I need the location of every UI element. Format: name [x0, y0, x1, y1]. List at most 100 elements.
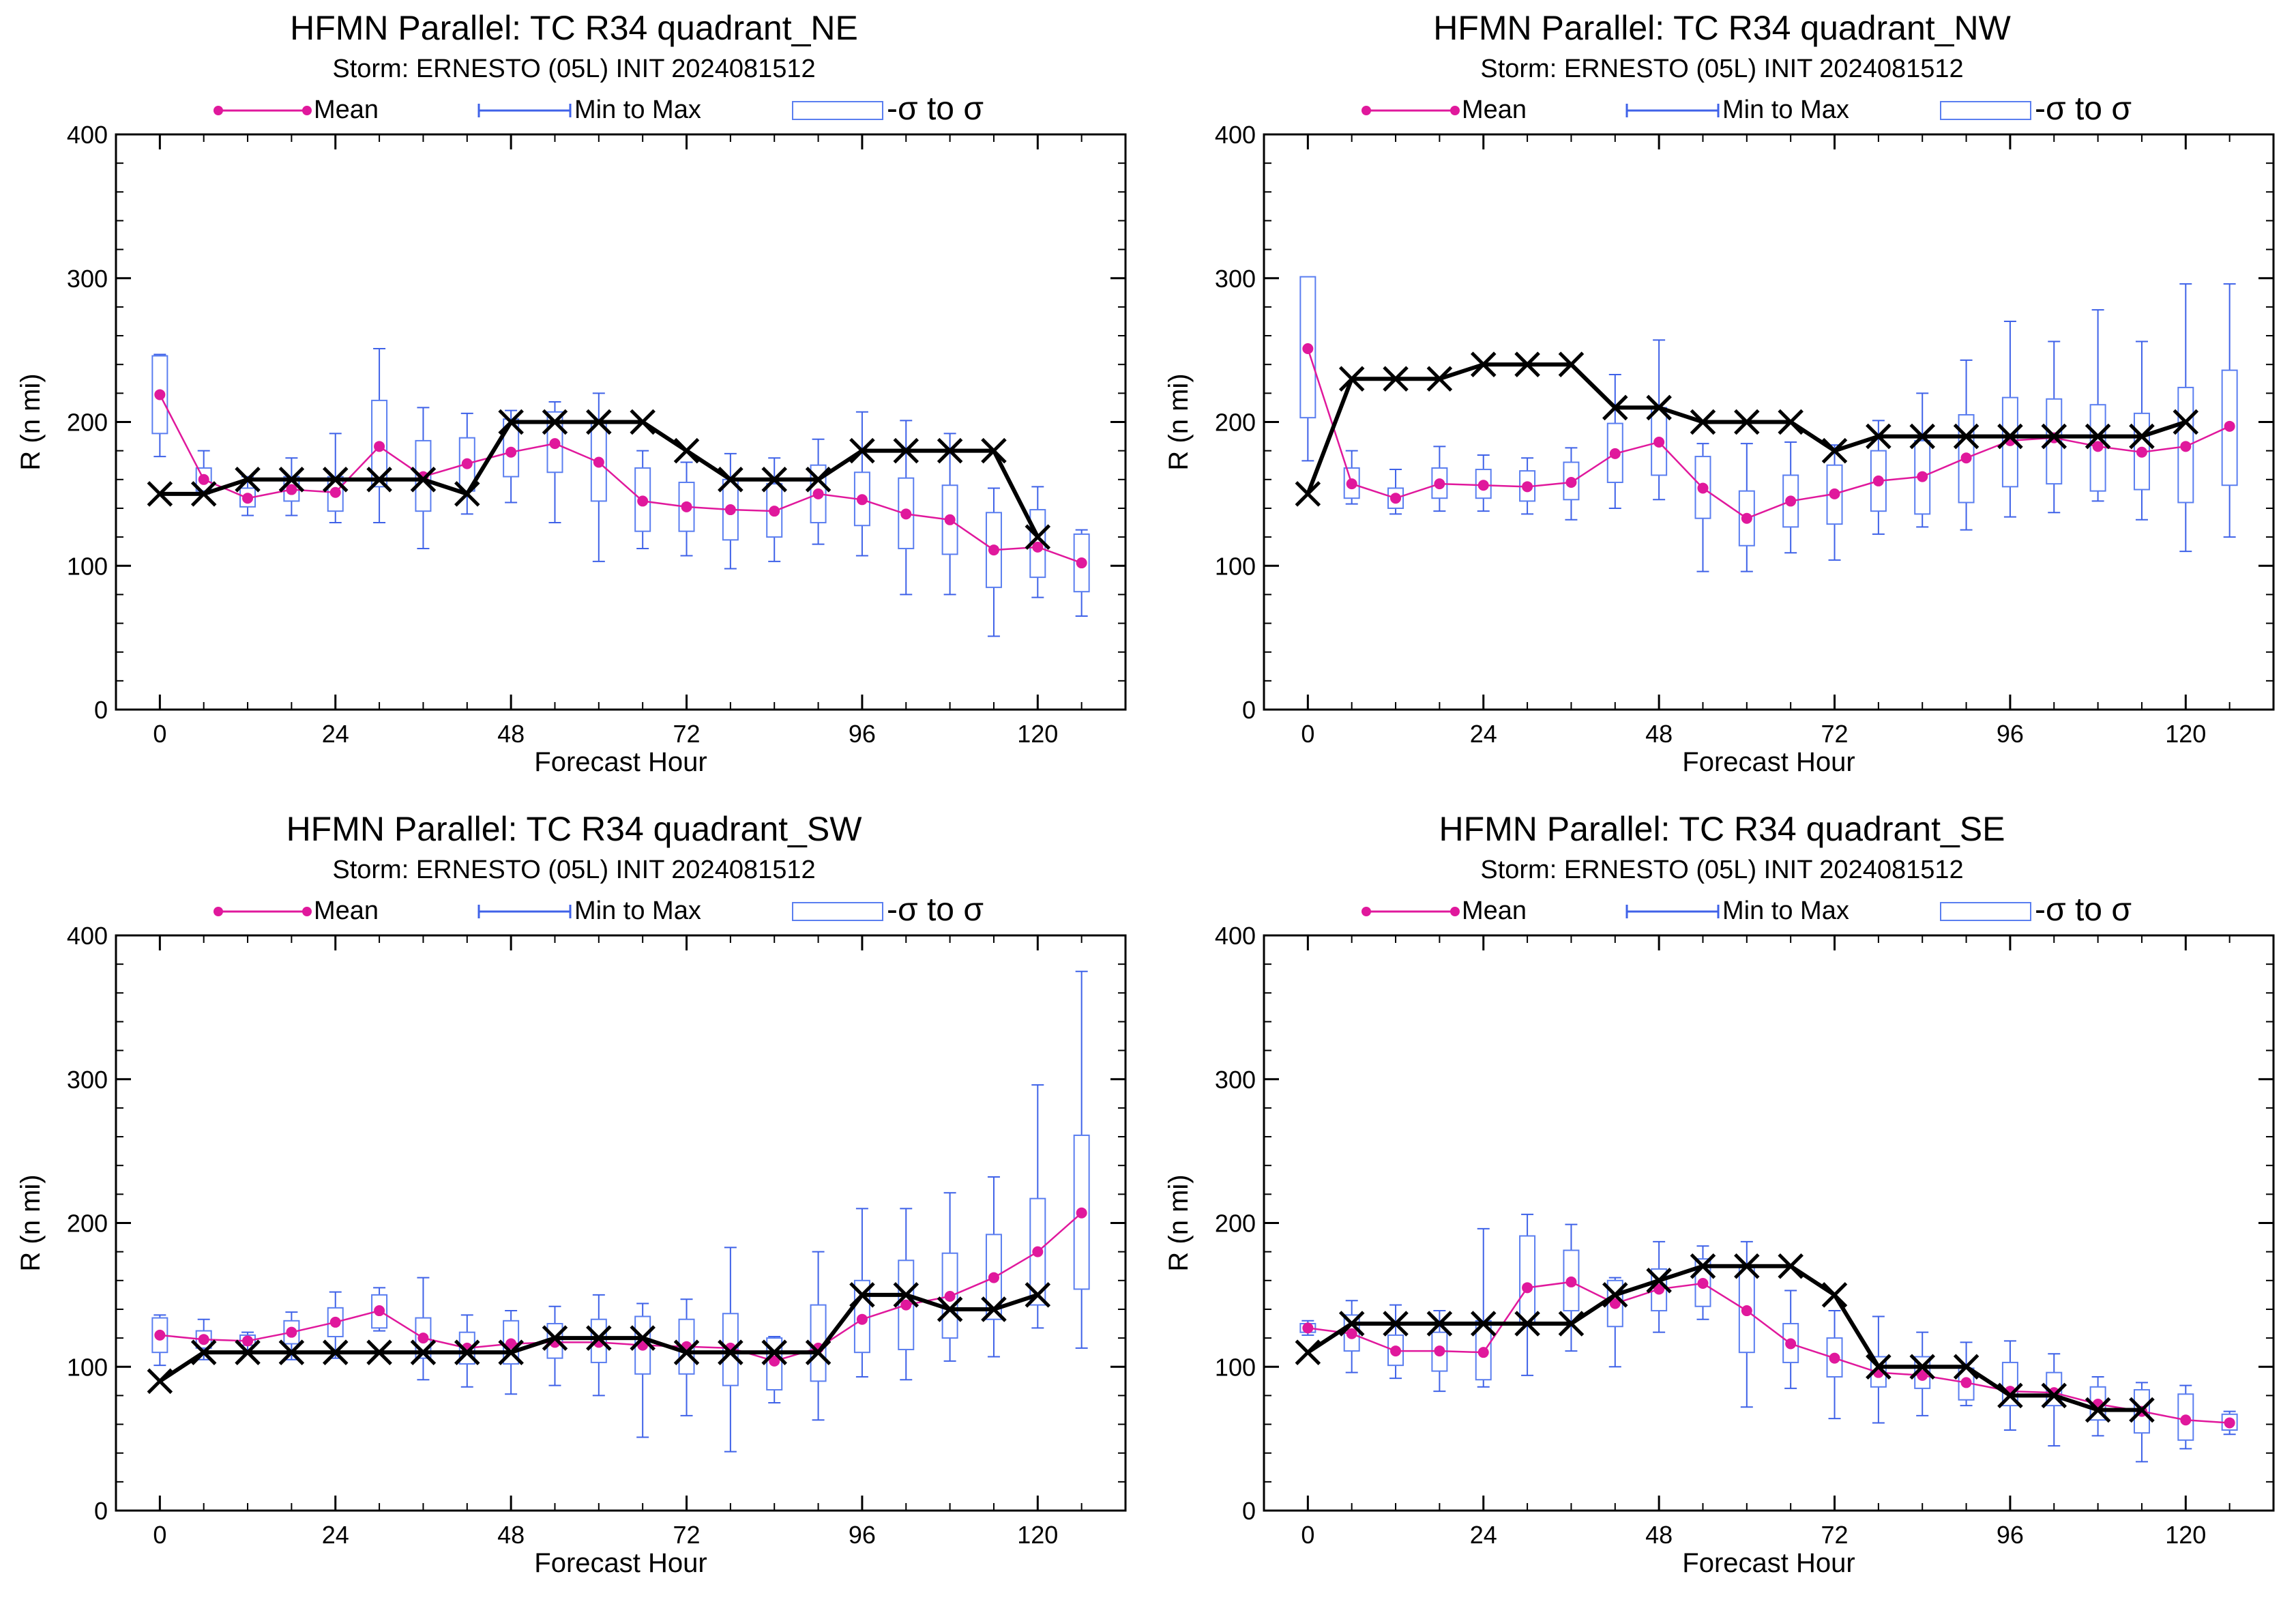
best-track-marker-stroke: [1338, 1311, 1365, 1337]
best-track-marker: [278, 467, 305, 493]
best-track-marker-stroke: [2085, 1397, 2111, 1423]
mean-point: [1653, 1283, 1665, 1295]
mean-point: [1653, 437, 1665, 448]
legend-sigma-label: -σ to σ: [887, 91, 984, 127]
best-track-marker-stroke: [1025, 1282, 1051, 1308]
best-track-marker: [410, 1339, 437, 1365]
x-axis-label: Forecast Hour: [1682, 1548, 1855, 1578]
best-track-marker: [498, 1339, 524, 1365]
y-tick-label: 200: [1215, 409, 1256, 437]
x-tick-label: 72: [673, 720, 700, 748]
best-track-marker: [630, 1325, 656, 1351]
best-track-marker-stroke: [1866, 423, 1892, 450]
best-track-marker: [761, 467, 787, 493]
best-track-marker-stroke: [235, 467, 261, 493]
best-track-marker-stroke: [542, 409, 568, 435]
x-tick-label: 72: [1821, 1521, 1848, 1549]
chart-legend: Mean Min to Max -σ to σ: [0, 891, 1148, 932]
best-track-marker: [2173, 409, 2199, 435]
best-track-marker: [1558, 1311, 1585, 1337]
best-track-marker: [2129, 1397, 2155, 1423]
x-tick-label: 24: [1470, 1521, 1497, 1549]
legend-minmax-symbol: [477, 104, 572, 117]
best-track-marker: [893, 1282, 919, 1308]
mean-point: [856, 1313, 868, 1325]
x-axis-label: Forecast Hour: [1682, 747, 1855, 777]
best-track-marker: [1953, 423, 1979, 450]
x-tick-label: 120: [1017, 720, 1058, 748]
legend-minmax-symbol: [1625, 905, 1720, 918]
x-tick-label: 0: [153, 720, 166, 748]
legend-mean-label: Mean: [314, 897, 379, 925]
legend-sigma-symbol: [1940, 101, 2031, 120]
y-tick-label: 200: [67, 1210, 108, 1238]
best-track-marker: [147, 481, 173, 507]
y-tick-label: 300: [1215, 1066, 1256, 1094]
best-track-marker-stroke: [366, 467, 392, 493]
chart-subtitle: Storm: ERNESTO (05L) INIT 2024081512: [1480, 856, 1964, 884]
y-tick-label: 400: [67, 121, 108, 149]
best-track-marker: [718, 467, 744, 493]
chart-title: HFMN Parallel: TC R34 quadrant_SW: [286, 810, 862, 848]
best-track-marker-stroke: [761, 1339, 787, 1365]
best-track-marker-stroke: [454, 1339, 480, 1365]
y-tick-label: 0: [94, 1497, 108, 1525]
best-track-marker: [1997, 423, 2023, 450]
best-track-marker-stroke: [322, 467, 349, 493]
mean-point: [900, 1299, 912, 1311]
mean-point: [988, 1272, 999, 1283]
best-track-marker-stroke: [2129, 1397, 2155, 1423]
y-tick-label: 100: [67, 552, 108, 580]
x-tick-label: 48: [497, 1521, 525, 1549]
mean-point: [944, 514, 956, 525]
best-track-marker: [1602, 1282, 1628, 1308]
mean-point: [1390, 493, 1402, 504]
chart-plot-area: 0 100 200 300 400 0 24 48 72 96 120 Forecast Hour R …: [1164, 922, 2275, 1578]
x-tick-label: 0: [1301, 1521, 1314, 1549]
mean-point: [198, 474, 209, 485]
chart-subtitle: Storm: ERNESTO (05L) INIT 2024081512: [332, 55, 816, 83]
best-track-marker: [673, 437, 700, 464]
mean-point: [1872, 475, 1884, 486]
best-track-marker: [1025, 524, 1051, 550]
y-tick-label: 0: [1242, 1497, 1256, 1525]
best-track-marker-stroke: [2085, 423, 2111, 450]
x-tick-label: 48: [497, 720, 525, 748]
mean-point: [154, 1329, 166, 1341]
y-tick-label: 0: [1242, 696, 1256, 724]
mean-point: [374, 441, 385, 452]
best-track-marker: [1514, 1311, 1540, 1337]
best-track-marker-stroke: [454, 481, 480, 507]
best-track-marker-stroke: [190, 481, 217, 507]
x-axis-label: Forecast Hour: [534, 747, 707, 777]
best-track-marker-stroke: [190, 1339, 217, 1365]
mean-point: [944, 1290, 956, 1302]
best-track-marker: [849, 437, 875, 464]
best-track-marker: [630, 409, 656, 435]
x-tick-label: 24: [322, 720, 349, 748]
mean-point: [286, 484, 297, 495]
best-track-marker: [1514, 351, 1540, 377]
legend-mean-label: Mean: [1462, 897, 1527, 925]
mean-point: [812, 488, 824, 499]
legend-sigma-symbol: [1940, 902, 2031, 921]
mean-point: [198, 1334, 209, 1345]
best-track-marker-stroke: [1821, 437, 1848, 464]
mean-point: [1434, 1345, 1445, 1357]
x-tick-label: 96: [1997, 1521, 2024, 1549]
best-track-marker: [542, 409, 568, 435]
chart-plot-area: 0 100 200 300 400 0 24 48 72 96 120 Forecast Hour R …: [16, 922, 1127, 1578]
best-track-marker: [805, 467, 831, 493]
mean-point: [1960, 1377, 1972, 1388]
best-track-marker: [849, 1282, 875, 1308]
chart-subtitle: Storm: ERNESTO (05L) INIT 2024081512: [332, 856, 816, 884]
best-track-marker: [1734, 1253, 1760, 1279]
mean-point: [637, 495, 649, 507]
best-track-marker-stroke: [147, 1368, 173, 1395]
best-track-marker: [1690, 409, 1716, 435]
mean-point: [329, 1316, 341, 1328]
legend-sigma-symbol: [792, 101, 883, 120]
best-track-marker: [1821, 437, 1848, 464]
best-track-marker: [278, 1339, 305, 1365]
best-track-marker-stroke: [1997, 1382, 2023, 1409]
